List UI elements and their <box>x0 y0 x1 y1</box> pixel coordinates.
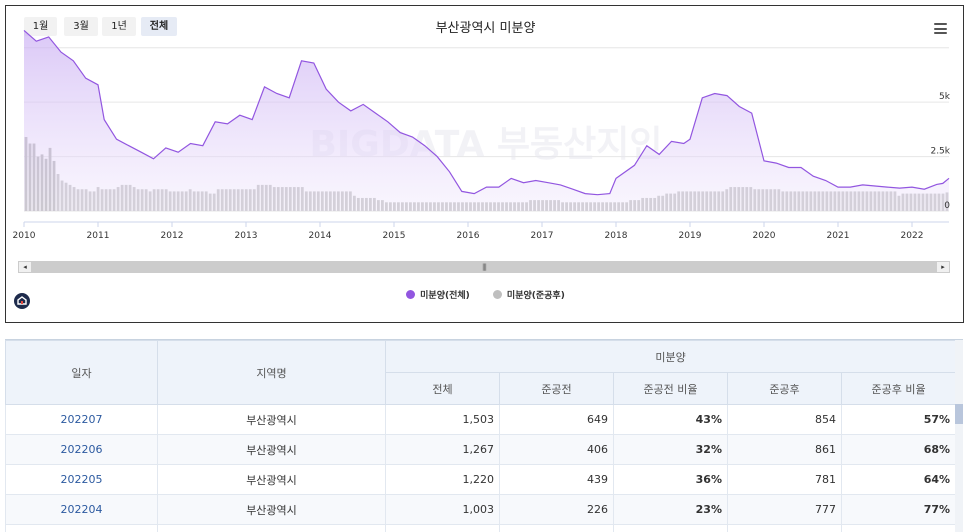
cell-after: 777 <box>727 494 842 525</box>
chart-scrollbar[interactable]: ◂ ||| ▸ <box>18 261 950 273</box>
legend-dot-total-icon <box>406 290 416 299</box>
scroll-left-icon[interactable]: ◂ <box>19 262 31 272</box>
y-tick-label: 5k <box>939 92 951 102</box>
range-button-1m[interactable]: 1월 <box>24 17 57 36</box>
header-before[interactable]: 준공전 <box>499 372 614 405</box>
cell-total: 1,220 <box>385 464 500 495</box>
x-tick-label: 2015 <box>383 231 406 241</box>
range-button-1y[interactable]: 1년 <box>102 17 136 36</box>
cell-before: 406 <box>499 434 614 465</box>
table-row: 202207 부산광역시 1,503 649 43% 854 57% <box>5 404 957 435</box>
brand-logo-icon <box>14 293 30 309</box>
cell-before-ratio: 32% <box>613 434 728 465</box>
cell-region: 부산광역시 <box>157 404 386 435</box>
cell-total: 1,003 <box>385 494 500 525</box>
table-row: 202204 부산광역시 1,003 226 23% 777 77% <box>5 494 957 525</box>
table-row: 202205 부산광역시 1,220 439 36% 781 64% <box>5 464 957 495</box>
cell-total: 1,267 <box>385 434 500 465</box>
cell-before: 439 <box>499 464 614 495</box>
cell-after-ratio: 64% <box>840 464 957 495</box>
x-tick-label: 2013 <box>235 231 258 241</box>
cell-total: 1,503 <box>385 404 500 435</box>
x-tick-label: 2022 <box>901 231 924 241</box>
data-table: 일자 지역명 미분양 전체 준공전 준공전 비율 준공후 준공후 비율 2022… <box>5 340 957 532</box>
header-region[interactable]: 지역명 <box>157 340 386 405</box>
cell-before: 226 <box>499 494 614 525</box>
header-group: 미분양 <box>384 340 957 373</box>
range-button-all[interactable]: 전체 <box>141 17 177 36</box>
area-total-fill <box>24 30 949 212</box>
table-row <box>5 524 957 532</box>
scroll-thumb[interactable]: ||| <box>31 262 937 272</box>
x-tick-label: 2020 <box>753 231 776 241</box>
legend-item-after[interactable]: 미분양(준공후) <box>492 288 565 301</box>
line-total[interactable] <box>23 29 950 196</box>
scroll-right-icon[interactable]: ▸ <box>937 262 949 272</box>
x-tick-label: 2011 <box>87 231 110 241</box>
cell-date: 202204 <box>5 494 158 525</box>
cell-region: 부산광역시 <box>157 464 386 495</box>
chart-title: 부산광역시 미분양 <box>435 21 536 36</box>
cell-before: 649 <box>499 404 614 435</box>
x-tick-label: 2017 <box>531 231 554 241</box>
cell-before-ratio: 23% <box>613 494 728 525</box>
cell-date: 202205 <box>5 464 158 495</box>
table-scrollbar[interactable] <box>955 340 963 532</box>
legend-label-total: 미분양(전체) <box>420 291 470 301</box>
x-tick-label: 2021 <box>827 231 850 241</box>
cell-after: 861 <box>727 434 842 465</box>
x-tick-label: 2019 <box>679 231 702 241</box>
legend-label-after: 미분양(준공후) <box>506 291 565 301</box>
cell-after-ratio: 77% <box>840 494 957 525</box>
header-after[interactable]: 준공후 <box>727 372 842 405</box>
x-tick-label: 2018 <box>605 231 628 241</box>
x-tick-label: 2016 <box>457 231 480 241</box>
cell-after-ratio: 68% <box>840 434 957 465</box>
legend: 미분양(전체) 미분양(준공후) <box>6 288 965 302</box>
hamburger-menu-icon[interactable] <box>934 23 947 34</box>
chart-panel: 1월 3월 1년 전체 부산광역시 미분양 BIGDATA 부동산지인 0 2.5… <box>5 5 964 323</box>
cell-after-ratio: 57% <box>840 404 957 435</box>
cell-date: 202206 <box>5 434 158 465</box>
header-date[interactable]: 일자 <box>5 340 158 405</box>
x-tick-label: 2010 <box>13 231 36 241</box>
cell-date: 202207 <box>5 404 158 435</box>
cell-after: 781 <box>727 464 842 495</box>
data-table-wrapper: 일자 지역명 미분양 전체 준공전 준공전 비율 준공후 준공후 비율 2022… <box>5 339 963 532</box>
y-tick-label: 2.5k <box>930 147 950 157</box>
cell-region: 부산광역시 <box>157 434 386 465</box>
header-total[interactable]: 전체 <box>385 372 500 405</box>
x-tick-label: 2014 <box>309 231 332 241</box>
range-button-3m[interactable]: 3월 <box>64 17 98 36</box>
cell-before-ratio: 43% <box>613 404 728 435</box>
legend-dot-after-icon <box>492 290 502 299</box>
cell-after: 854 <box>727 404 842 435</box>
header-after-ratio[interactable]: 준공후 비율 <box>840 372 957 405</box>
table-scroll-thumb[interactable] <box>955 404 963 424</box>
legend-item-total[interactable]: 미분양(전체) <box>406 288 470 301</box>
y-tick-label: 0 <box>944 201 950 211</box>
cell-region: 부산광역시 <box>157 494 386 525</box>
header-before-ratio[interactable]: 준공전 비율 <box>613 372 728 405</box>
x-tick-label: 2012 <box>161 231 184 241</box>
cell-before-ratio: 36% <box>613 464 728 495</box>
table-row: 202206 부산광역시 1,267 406 32% 861 68% <box>5 434 957 465</box>
